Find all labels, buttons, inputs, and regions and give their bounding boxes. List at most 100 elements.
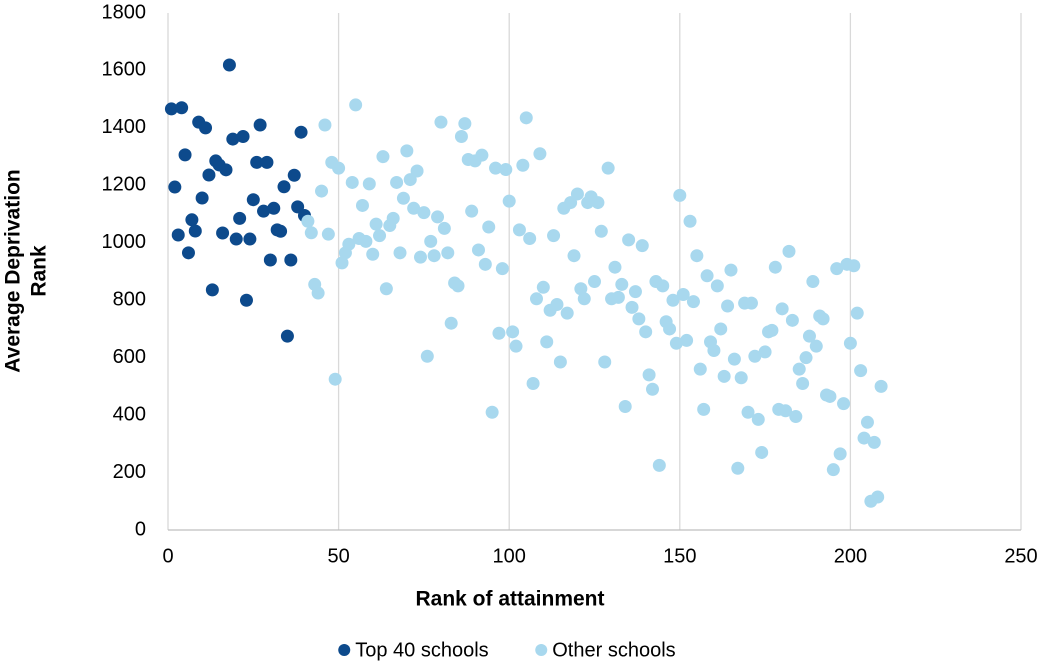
- point: [277, 180, 291, 194]
- point: [229, 232, 243, 246]
- point: [792, 362, 806, 376]
- point: [744, 296, 758, 310]
- point: [717, 369, 731, 383]
- point: [274, 224, 288, 238]
- point: [407, 201, 421, 215]
- point: [635, 239, 649, 253]
- point: [246, 193, 260, 207]
- point: [175, 101, 189, 115]
- point: [550, 298, 564, 312]
- point: [625, 300, 639, 314]
- x-tick-label: 200: [834, 545, 867, 567]
- point: [413, 250, 427, 264]
- point: [355, 198, 369, 212]
- point: [478, 257, 492, 271]
- point: [454, 130, 468, 144]
- point: [850, 306, 864, 320]
- point: [758, 345, 772, 359]
- point: [164, 102, 178, 116]
- point: [843, 336, 857, 350]
- point: [284, 253, 298, 267]
- y-tick-label: 1400: [102, 116, 147, 138]
- point: [489, 161, 503, 175]
- point: [697, 402, 711, 416]
- legend-label: Top 40 schools: [355, 639, 488, 661]
- point: [727, 352, 741, 366]
- point: [499, 163, 513, 177]
- point: [639, 325, 653, 339]
- point: [369, 217, 383, 231]
- point: [847, 259, 861, 273]
- point: [574, 282, 588, 296]
- point: [652, 458, 666, 472]
- point: [205, 283, 219, 297]
- point: [536, 280, 550, 294]
- point: [362, 177, 376, 191]
- point: [867, 435, 881, 449]
- point: [315, 184, 329, 198]
- point: [686, 295, 700, 309]
- point: [854, 364, 868, 378]
- y-tick-label: 0: [135, 518, 146, 540]
- point: [318, 118, 332, 132]
- point: [734, 371, 748, 385]
- point: [874, 379, 888, 393]
- legend-marker: [535, 644, 548, 656]
- point: [495, 262, 509, 276]
- point: [465, 204, 479, 218]
- point: [410, 164, 424, 178]
- y-tick-label: 400: [113, 403, 146, 425]
- y-tick-label: 200: [113, 461, 146, 483]
- point: [591, 196, 605, 210]
- x-tick-label: 150: [663, 545, 696, 567]
- point: [567, 249, 581, 263]
- y-tick-label: 1200: [102, 174, 147, 196]
- point: [560, 306, 574, 320]
- point: [642, 368, 656, 382]
- point: [444, 316, 458, 330]
- point: [809, 339, 823, 353]
- point: [707, 343, 721, 357]
- point: [830, 262, 844, 276]
- point: [260, 155, 274, 169]
- point: [755, 445, 769, 459]
- point: [332, 161, 346, 175]
- legend-label: Other schools: [552, 639, 675, 661]
- point: [680, 333, 694, 347]
- y-axis-title-line: Rank: [28, 245, 51, 297]
- point: [239, 293, 253, 307]
- point: [700, 269, 714, 283]
- point: [311, 286, 325, 300]
- point: [373, 229, 387, 243]
- y-tick-label: 600: [113, 346, 146, 368]
- point: [731, 461, 745, 475]
- point: [833, 447, 847, 461]
- y-tick-label: 1000: [102, 231, 147, 253]
- point: [512, 223, 526, 237]
- point: [775, 302, 789, 316]
- point: [693, 362, 707, 376]
- point: [458, 117, 472, 131]
- point: [683, 214, 697, 228]
- x-tick-label: 0: [162, 545, 173, 567]
- point: [243, 232, 257, 246]
- point: [710, 279, 724, 293]
- point: [526, 377, 540, 391]
- x-tick-label: 100: [493, 545, 526, 567]
- point: [802, 329, 816, 343]
- point: [751, 412, 765, 426]
- point: [263, 253, 277, 267]
- point: [826, 463, 840, 477]
- point: [594, 224, 608, 238]
- point: [816, 312, 830, 326]
- point: [257, 204, 271, 218]
- point: [393, 246, 407, 260]
- point: [328, 372, 342, 386]
- y-tick-label: 800: [113, 289, 146, 311]
- x-axis-title: Rank of attainment: [415, 588, 604, 611]
- point: [748, 349, 762, 363]
- point: [236, 130, 250, 144]
- point: [379, 282, 393, 296]
- point: [663, 322, 677, 336]
- point: [540, 335, 554, 349]
